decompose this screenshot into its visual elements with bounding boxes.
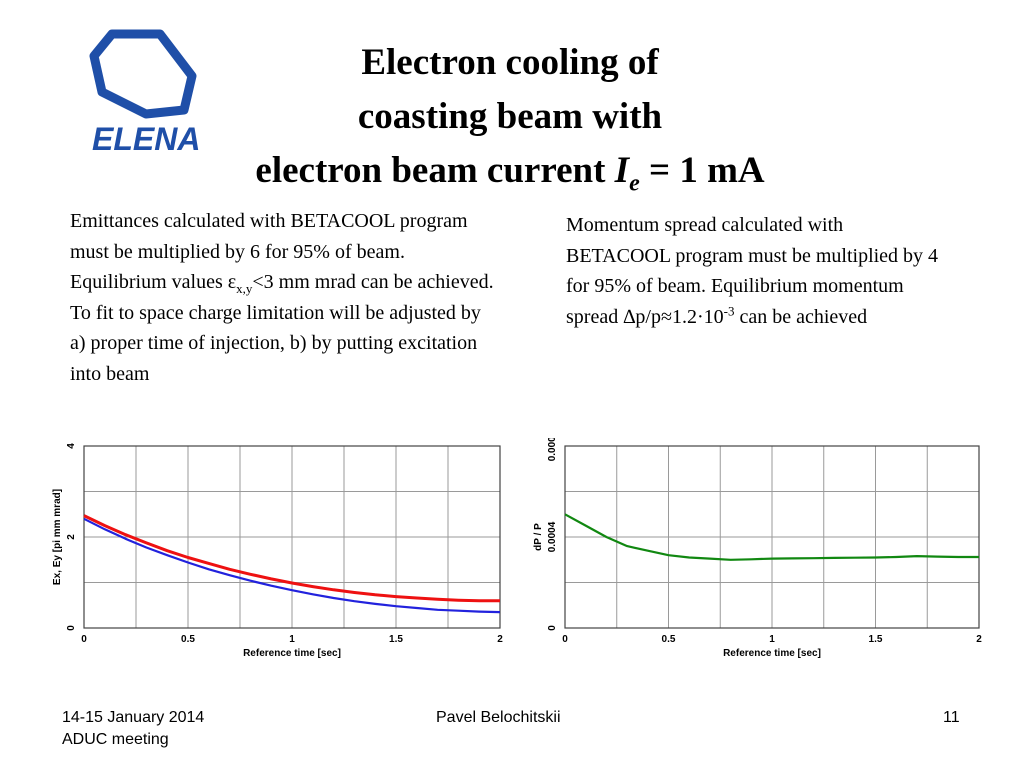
x-tick-label: 2 bbox=[976, 634, 982, 645]
y-tick-label: 4 bbox=[66, 443, 77, 449]
slide-title: Electron cooling of coasting beam with e… bbox=[190, 36, 830, 210]
emittance-chart: 0 0.5 1 1.5 2 0 2 4 Reference time [sec] Ex, Ey [… bbox=[52, 443, 503, 659]
momentum-text-part2: can be achieved bbox=[734, 305, 868, 328]
emittance-text-part2: <3 mm mrad can be achieved. To fit to sp… bbox=[70, 271, 494, 385]
x-axis-label: Reference time [sec] bbox=[243, 648, 341, 659]
x-tick-label: 1 bbox=[769, 634, 775, 645]
elena-logo: ELENA bbox=[88, 26, 206, 157]
y-tick-label: 0.0004 bbox=[547, 521, 558, 552]
plot-frame bbox=[83, 445, 501, 629]
momentum-text-superscript: -3 bbox=[723, 302, 735, 318]
x-tick-label: 1.5 bbox=[389, 634, 403, 645]
footer-date: 14-15 January 2014 ADUC meeting bbox=[62, 707, 204, 751]
momentum-spread-text: Momentum spread calculated with BETACOOL… bbox=[566, 210, 946, 332]
emittance-text: Emittances calculated with BETACOOL prog… bbox=[70, 206, 500, 389]
emittance-text-part1: Emittances calculated with BETACOOL prog… bbox=[70, 210, 468, 293]
title-line-3-suffix: = 1 mA bbox=[639, 150, 765, 191]
x-tick-label: 0.5 bbox=[662, 634, 676, 645]
footer-page-number: 11 bbox=[943, 709, 960, 726]
emittance-text-subscript: x,y bbox=[236, 281, 253, 296]
footer-date-text: 14-15 January 2014 bbox=[62, 709, 205, 726]
x-tick-label: 0 bbox=[81, 634, 87, 645]
title-line-3: electron beam current Ie = 1 mA bbox=[190, 144, 830, 210]
title-line-2: coasting beam with bbox=[357, 96, 663, 137]
y-tick-label: 0 bbox=[66, 625, 77, 631]
x-tick-label: 1.5 bbox=[869, 634, 883, 645]
title-line-1: Electron cooling of bbox=[361, 42, 659, 83]
y-tick-label: 0 bbox=[547, 625, 558, 631]
current-variable: I bbox=[614, 150, 630, 191]
current-variable-subscript: e bbox=[629, 170, 640, 197]
y-tick-label: 0.0008 bbox=[547, 438, 558, 461]
momentum-spread-chart: 0 0.5 1 1.5 2 0 0.0004 0.0008 Reference time [se… bbox=[533, 438, 982, 659]
y-axis-label: dP / P bbox=[533, 523, 544, 551]
title-line-3-prefix: electron beam current bbox=[255, 150, 615, 191]
x-tick-label: 0.5 bbox=[181, 634, 195, 645]
x-axis-label: Reference time [sec] bbox=[723, 648, 821, 659]
elena-logo-graphic: ELENA bbox=[89, 29, 200, 157]
footer-meeting-text: ADUC meeting bbox=[62, 731, 169, 748]
x-tick-label: 0 bbox=[562, 634, 568, 645]
plot-frame bbox=[564, 445, 980, 629]
footer-author: Pavel Belochitskii bbox=[436, 709, 561, 726]
elena-logo-text: ELENA bbox=[92, 121, 200, 156]
series-line-2 bbox=[83, 517, 501, 614]
y-tick-label: 2 bbox=[66, 534, 77, 540]
momentum-text-part1: Momentum spread calculated with BETACOOL… bbox=[566, 214, 939, 328]
series-line-1 bbox=[83, 514, 500, 603]
x-tick-label: 1 bbox=[289, 634, 295, 645]
series-line-1 bbox=[564, 513, 979, 561]
y-axis-label: Ex, Ey [pi mm mrad] bbox=[52, 489, 63, 585]
x-tick-label: 2 bbox=[497, 634, 503, 645]
